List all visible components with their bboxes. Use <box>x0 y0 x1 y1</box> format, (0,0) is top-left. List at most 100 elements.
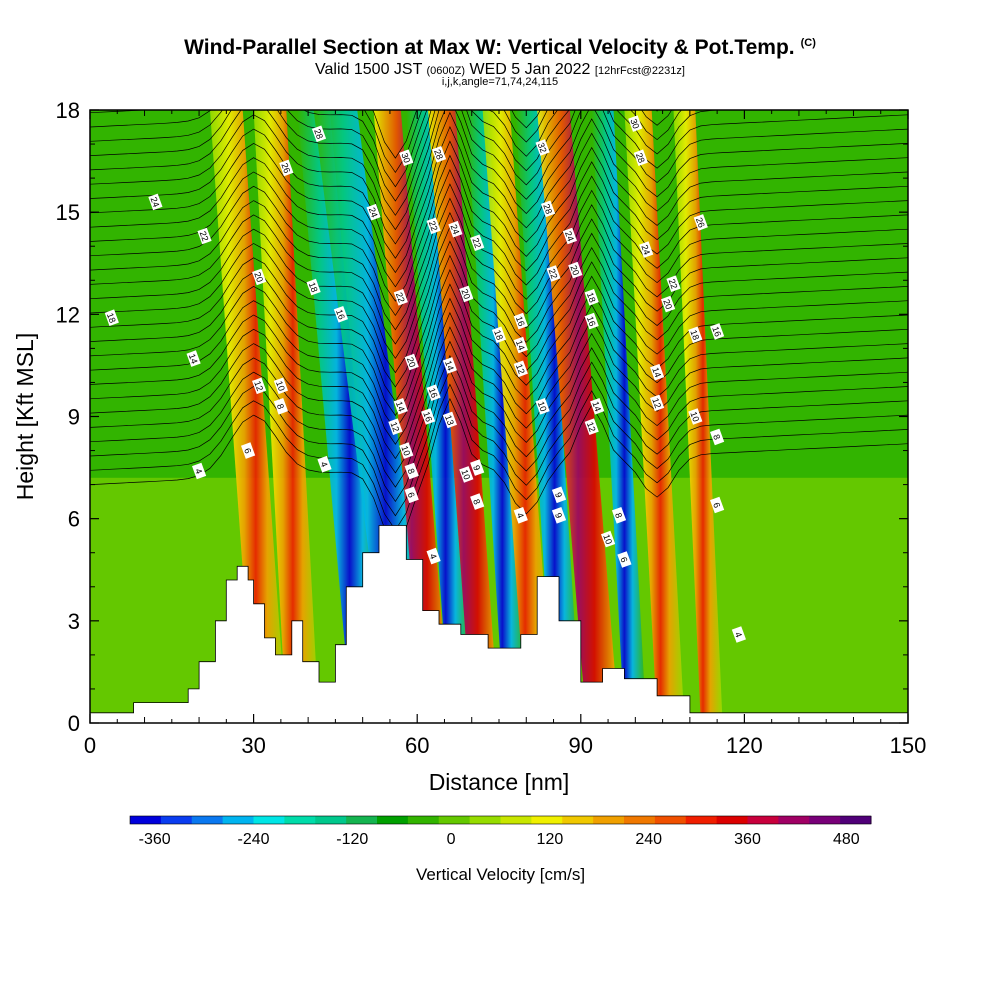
contour-label-text: 14 <box>443 359 456 372</box>
contour-label: 6 <box>710 496 725 514</box>
contour-label-bg <box>448 220 463 238</box>
contour-label: 14 <box>442 357 457 374</box>
contour-label-text: 24 <box>449 223 462 236</box>
contour-label-bg <box>661 295 676 313</box>
contour-label-bg <box>590 398 605 415</box>
contour-label-text: 14 <box>187 352 200 365</box>
theta-contour <box>90 110 908 245</box>
contour-label-text: 20 <box>568 264 581 277</box>
colorbar-swatch <box>716 816 749 824</box>
theta-contour <box>90 226 908 374</box>
contour-label-bg <box>639 241 654 258</box>
contour-label-text: 12 <box>650 397 663 410</box>
colorbar-swatch <box>469 816 502 824</box>
axes: 0 30 60 90 120 150 0 3 6 9 12 15 18 Distance [nm] Heig… <box>12 98 926 795</box>
contour-label: 4 <box>513 507 528 524</box>
contour-label-bg <box>252 268 267 286</box>
contour-label-text: 16 <box>421 410 434 423</box>
contour-label-bg <box>404 462 419 480</box>
colorbar-tick-label: -240 <box>237 831 269 848</box>
contour-label: 10 <box>688 408 703 425</box>
theta-contour <box>90 283 908 431</box>
contour-label: 22 <box>546 265 561 282</box>
contour-label: 16 <box>710 323 725 340</box>
contour-label-text: 6 <box>242 447 253 455</box>
contour-label-bg <box>513 507 528 524</box>
contour-label: 32 <box>535 139 550 156</box>
valid-prefix: Valid 1500 JST <box>315 61 423 78</box>
contour-label: 4 <box>192 462 207 480</box>
theta-contour <box>90 297 908 445</box>
contour-label-bg <box>442 357 457 374</box>
section-params: i,j,k,angle=71,74,24,115 <box>441 76 559 88</box>
colorbar-tick-label: 240 <box>635 831 662 848</box>
contour-label: 9 <box>551 486 567 504</box>
contour-label: 30 <box>628 115 643 132</box>
contour-label-text: 22 <box>547 267 560 280</box>
contour-label-text: 24 <box>149 196 162 209</box>
contour-label-bg <box>584 418 599 435</box>
contour-label-text: 4 <box>515 511 526 519</box>
contour-label-text: 16 <box>427 386 440 399</box>
y-tick-label: 12 <box>56 302 80 327</box>
contour-label-text: 8 <box>275 402 286 410</box>
terrain-mask <box>89 525 909 724</box>
colorbar-tick-label: 360 <box>734 831 761 848</box>
valid-date: WED 5 Jan 2022 <box>469 61 591 78</box>
contour-label-bg <box>541 200 556 218</box>
colorbar-swatch <box>593 816 625 824</box>
velocity-band <box>406 110 472 723</box>
colorbar-swatch <box>222 816 255 824</box>
theta-contour <box>90 326 908 474</box>
contour-label-text: 10 <box>536 400 549 413</box>
contour-label: 13 <box>442 411 457 429</box>
contour-label-bg <box>491 326 507 344</box>
contour-label-bg <box>186 350 201 367</box>
y-axis-label: Height [Kft MSL] <box>12 333 38 500</box>
colorbar-swatch <box>130 816 162 824</box>
contour-label-text: 4 <box>733 631 744 639</box>
contour-label-text: 10 <box>601 533 614 546</box>
colorbar-swatch <box>809 816 841 824</box>
contour-label: 28 <box>311 125 327 143</box>
colorbar: -360 -240 -120 0 120 240 360 480 Vertical Veloci… <box>129 815 872 884</box>
theta-contour <box>90 197 908 345</box>
contour-label-bg <box>197 227 212 245</box>
contour-label-text: 14 <box>650 366 663 379</box>
colorbar-swatch <box>253 816 285 824</box>
contour-label-bg <box>633 149 648 166</box>
theta-contour <box>90 340 908 488</box>
contour-label-bg <box>306 278 321 296</box>
contour-label-bg <box>470 493 485 510</box>
contour-label: 8 <box>611 507 627 524</box>
contour-label: 24 <box>639 241 654 258</box>
x-tick-label: 0 <box>84 733 96 758</box>
colorbar-swatch <box>407 816 440 824</box>
contour-label-text: 20 <box>661 298 674 311</box>
colorbar-swatch <box>747 816 779 824</box>
contour-label: 22 <box>666 275 681 292</box>
contour-label-bg <box>601 530 616 548</box>
contour-label-text: 22 <box>470 237 483 250</box>
contour-label-bg <box>148 193 163 211</box>
theta-contour <box>90 110 908 216</box>
contour-label: 16 <box>584 312 599 330</box>
theta-contour <box>90 354 908 503</box>
contour-label: 9 <box>551 507 567 524</box>
theta-contour <box>90 110 908 231</box>
contour-label-bg <box>584 289 599 306</box>
contour-label-text: 10 <box>399 444 412 457</box>
contour-label: 18 <box>104 309 119 326</box>
theta-contour <box>90 111 908 259</box>
contour-label: 18 <box>306 278 321 296</box>
valid-time-subtitle: Valid 1500 JST (0600Z) WED 5 Jan 2022 [1… <box>0 61 1000 79</box>
contour-label-text: 28 <box>312 128 325 141</box>
contour-label-bg <box>535 398 550 415</box>
y-tick-label: 15 <box>56 200 80 225</box>
contour-label-text: 10 <box>274 380 287 393</box>
contour-label: 10 <box>273 377 288 395</box>
contour-label-bg <box>470 459 485 476</box>
contour-label-bg <box>688 408 703 425</box>
contour-label-text: 6 <box>711 501 722 509</box>
contour-label: 16 <box>333 306 348 323</box>
